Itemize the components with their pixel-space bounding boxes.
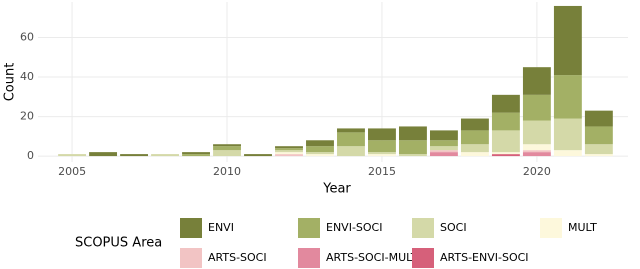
bar-segment	[430, 146, 458, 150]
bar-segment	[523, 67, 551, 95]
legend-key	[540, 218, 562, 238]
bar-segment	[368, 140, 396, 152]
bar-segment	[399, 140, 427, 154]
bar-segment	[58, 154, 86, 156]
bar-segment	[554, 150, 582, 156]
legend-key	[412, 248, 434, 268]
bar-segment	[213, 144, 241, 146]
bar-segment	[337, 132, 365, 146]
y-tick-label: 0	[27, 149, 34, 162]
legend-label: ARTS-SOCI	[208, 251, 267, 264]
bar-segment	[182, 152, 210, 154]
bar-segment	[151, 154, 179, 156]
bar-segment	[430, 152, 458, 156]
bar-segment	[585, 154, 613, 156]
bar-segment	[523, 121, 551, 145]
legend-label: ARTS-SOCI-MULT	[326, 251, 418, 264]
bar-segment	[461, 130, 489, 144]
legend-key	[180, 248, 202, 268]
bar-segment	[430, 130, 458, 140]
bar-segment	[585, 111, 613, 127]
legend-label: SOCI	[440, 221, 467, 234]
bar-segment	[492, 113, 520, 131]
bar-segment	[337, 128, 365, 132]
bar-segment	[213, 146, 241, 150]
bar-segment	[275, 148, 303, 150]
x-tick-label: 2015	[368, 165, 396, 178]
bar-segment	[554, 119, 582, 151]
bar-segment	[554, 75, 582, 118]
bar-segment	[306, 146, 334, 152]
bar-segment	[430, 140, 458, 146]
bar-segment	[120, 154, 148, 156]
bar-segment	[337, 146, 365, 156]
bar-segment	[492, 152, 520, 154]
bar-segment	[492, 154, 520, 156]
bar-segment	[275, 152, 303, 154]
bar-segment	[275, 146, 303, 148]
bar-segment	[399, 126, 427, 140]
bar-segment	[275, 154, 303, 156]
bar-segment	[306, 152, 334, 154]
bar-segment	[306, 140, 334, 146]
bar-segment	[461, 119, 489, 131]
bar-segment	[492, 95, 520, 113]
bar-segment	[368, 128, 396, 140]
bar-segment	[399, 154, 427, 156]
y-tick-label: 40	[20, 70, 34, 83]
bar-segment	[523, 144, 551, 150]
bar-segment	[492, 130, 520, 152]
bar-segment	[213, 150, 241, 156]
legend-title: SCOPUS Area	[75, 236, 162, 251]
legend-key	[298, 248, 320, 268]
x-tick-label: 2020	[523, 165, 551, 178]
y-tick-label: 20	[20, 110, 34, 123]
legend-key	[298, 218, 320, 238]
bar-segment	[368, 152, 396, 154]
bar-segment	[523, 95, 551, 121]
bar-segment	[554, 6, 582, 75]
y-tick-label: 60	[20, 31, 34, 44]
x-tick-label: 2010	[213, 165, 241, 178]
bar-segment	[585, 144, 613, 154]
bar-segment	[306, 154, 334, 156]
legend-label: ENVI-SOCI	[326, 221, 382, 234]
bar-segment	[585, 126, 613, 144]
legend-label: ARTS-ENVI-SOCI	[440, 251, 529, 264]
legend-key	[180, 218, 202, 238]
legend-label: MULT	[568, 221, 597, 234]
legend-label: ENVI	[208, 221, 234, 234]
legend-key	[412, 218, 434, 238]
x-axis-title: Year	[322, 182, 351, 197]
x-tick-label: 2005	[58, 165, 86, 178]
y-axis-title: Count	[3, 63, 18, 102]
bar-segment	[523, 152, 551, 156]
bar-segment	[368, 154, 396, 156]
bar-segment	[430, 150, 458, 152]
bar-segment	[461, 144, 489, 152]
bar-segment	[461, 152, 489, 156]
bar-segment	[275, 150, 303, 152]
bar-segment	[523, 150, 551, 152]
bar-segment	[182, 154, 210, 156]
bar-segment	[244, 154, 272, 156]
bar-segment	[89, 152, 117, 156]
